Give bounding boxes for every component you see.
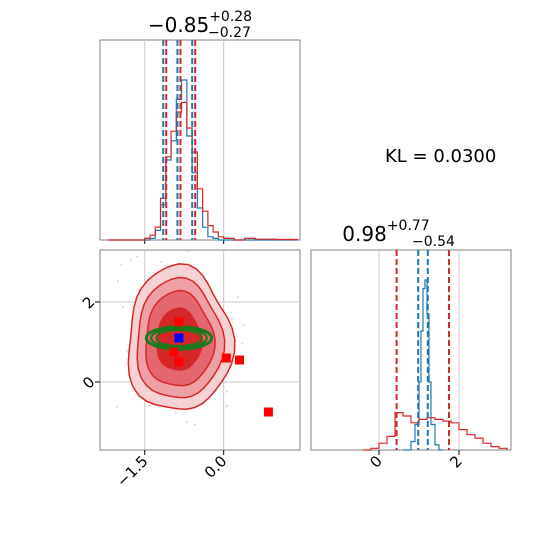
x-tick-label: 0 bbox=[366, 452, 385, 471]
y-tick-label: 0 bbox=[79, 373, 98, 392]
marginal-x-title-sub: −0.27 bbox=[208, 25, 251, 41]
y-tick-label: 2 bbox=[79, 293, 98, 312]
scatter-point bbox=[236, 381, 239, 384]
scatter-point bbox=[136, 255, 139, 258]
marginal-x-series bbox=[107, 79, 298, 241]
scatter-point bbox=[130, 258, 133, 261]
scatter-point bbox=[174, 411, 177, 414]
scatter-point bbox=[160, 260, 163, 263]
scatter-point bbox=[229, 311, 232, 314]
scatter-point bbox=[187, 250, 190, 253]
green-ellipse bbox=[150, 327, 208, 349]
x-tick-label: −1.5 bbox=[113, 452, 151, 490]
histogram-blue bbox=[107, 79, 298, 241]
red-square-marker bbox=[234, 355, 244, 365]
marginal-y-title-sub: −0.54 bbox=[412, 234, 455, 250]
scatter-point bbox=[231, 317, 234, 320]
red-square-marker bbox=[174, 317, 184, 327]
marginal-y-quantiles bbox=[395, 250, 450, 450]
scatter-point bbox=[225, 390, 228, 393]
kl-divergence-label: KL = 0.0300 bbox=[385, 146, 497, 167]
marginal-x-frame bbox=[99, 39, 301, 241]
scatter-point bbox=[226, 404, 229, 407]
scatter-point bbox=[236, 296, 239, 299]
marginal-x-quantiles bbox=[162, 40, 197, 240]
joint-markers bbox=[169, 317, 273, 417]
red-square-marker bbox=[174, 357, 184, 367]
histogram-blue bbox=[403, 279, 443, 451]
marginal-y-series bbox=[363, 279, 508, 451]
joint-panel: −1.5 0.0 0 2 bbox=[79, 249, 301, 491]
marginal-x-title-sup: +0.28 bbox=[209, 9, 252, 25]
red-square-marker bbox=[263, 407, 273, 417]
scatter-point bbox=[241, 342, 244, 345]
x-tick-label: 0.0 bbox=[201, 452, 231, 482]
scatter-point bbox=[148, 404, 151, 407]
scatter-point bbox=[120, 263, 123, 266]
histogram-red bbox=[363, 412, 508, 451]
scatter-point bbox=[185, 421, 188, 424]
marginal-x-grid bbox=[144, 40, 225, 244]
marginal-y-grid bbox=[378, 250, 460, 450]
scatter-point bbox=[193, 423, 196, 426]
green-ellipse bbox=[155, 329, 203, 347]
scatter-point bbox=[242, 324, 245, 327]
scatter-point bbox=[117, 280, 120, 283]
red-square-marker bbox=[221, 353, 231, 363]
histogram-red bbox=[107, 101, 298, 241]
marginal-x-title-main: −0.85 bbox=[148, 13, 209, 37]
marginal-x-panel: −0.85+0.28 −0.27 bbox=[99, 9, 301, 244]
scatter-point bbox=[163, 264, 166, 267]
green-ellipse bbox=[144, 325, 214, 351]
marginal-y-title-main: 0.98 bbox=[342, 222, 387, 246]
scatter-point bbox=[115, 405, 118, 408]
marginal-y-title: 0.98+0.77 bbox=[342, 218, 429, 246]
blue-square-marker bbox=[174, 333, 184, 343]
red-square-marker bbox=[169, 347, 179, 357]
marginal-y-title-sup: +0.77 bbox=[387, 218, 430, 234]
scatter-point bbox=[122, 305, 125, 308]
marginal-x-title: −0.85+0.28 bbox=[148, 9, 252, 37]
x-tick-label: 2 bbox=[446, 452, 465, 471]
